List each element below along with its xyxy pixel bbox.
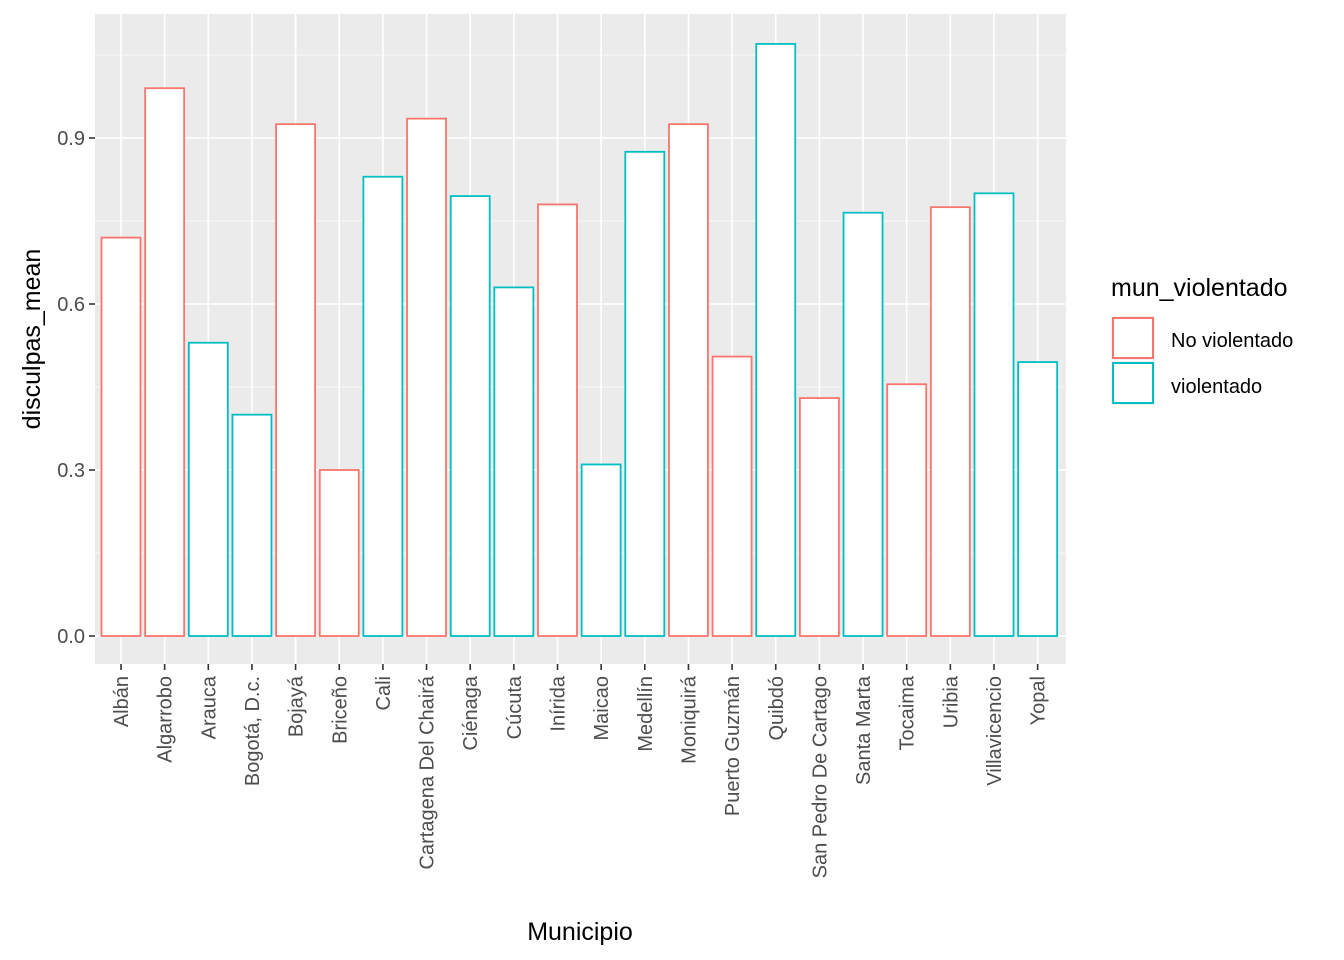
legend: mun_violentado No violentado violentado xyxy=(1111,274,1293,405)
legend-key-0 xyxy=(1112,317,1154,359)
x-tick-label: Puerto Guzmán xyxy=(722,676,744,816)
x-tick-label: Maicao xyxy=(591,676,613,740)
bar-Briceño xyxy=(318,469,360,637)
bar-Medellín xyxy=(624,150,666,637)
y-tick-label: 0.3 xyxy=(57,460,85,482)
y-tick-label: 0.6 xyxy=(57,294,85,316)
bar-Moniquirá xyxy=(668,123,709,637)
bar-San Pedro De Cartago xyxy=(799,397,840,637)
y-axis: 0.0 0.3 0.6 0.9 xyxy=(57,128,95,648)
x-tick-label: Bogotá, D.c. xyxy=(242,676,264,786)
bar-Cali xyxy=(362,175,404,637)
bar-Uribia xyxy=(929,206,971,637)
x-tick-label: Bojayá xyxy=(286,675,308,737)
bar-Cartagena Del Chairá xyxy=(406,117,447,637)
x-tick-label: Cúcuta xyxy=(504,675,526,739)
x-tick-label: San Pedro De Cartago xyxy=(809,676,831,878)
bar-Ciénaga xyxy=(449,195,491,637)
x-tick-label: Yopal xyxy=(1028,676,1050,725)
bar-Inírida xyxy=(537,203,578,637)
y-axis-title: disculpas_mean xyxy=(18,249,46,430)
bar-Maicao xyxy=(580,463,622,637)
bar-Quibdó xyxy=(755,43,797,637)
bar-Santa Marta xyxy=(842,211,884,637)
bar-Bogotá, D.c. xyxy=(231,413,273,637)
x-tick-label: Inírida xyxy=(548,675,570,731)
x-tick-label: Medellín xyxy=(635,676,657,752)
bar-Tocaima xyxy=(886,383,928,637)
legend-label-0: No violentado xyxy=(1171,330,1293,352)
x-tick-label: Santa Marta xyxy=(853,675,875,785)
bar-Bojayá xyxy=(275,123,317,637)
x-tick-label: Algarrobo xyxy=(155,676,177,763)
x-tick-label: Briceño xyxy=(329,676,351,744)
bars xyxy=(100,43,1059,637)
x-tick-label: Quibdó xyxy=(766,676,788,741)
bar-Villavicencio xyxy=(973,192,1015,637)
legend-key-1 xyxy=(1112,362,1154,404)
bar-Cúcuta xyxy=(493,286,535,637)
x-tick-label: Arauca xyxy=(198,675,220,739)
legend-label-1: violentado xyxy=(1171,376,1262,398)
x-tick-label: Ciénaga xyxy=(460,675,482,750)
x-tick-label: Uribia xyxy=(940,675,962,728)
bar-Algarrobo xyxy=(144,87,186,637)
x-tick-label: Cartagena Del Chairá xyxy=(417,675,439,869)
y-tick-label: 0.0 xyxy=(57,626,85,648)
bar-Yopal xyxy=(1017,361,1059,637)
bar-Puerto Guzmán xyxy=(711,355,753,637)
legend-title: mun_violentado xyxy=(1111,274,1288,302)
bar-Arauca xyxy=(187,341,229,637)
bar-Albán xyxy=(100,236,142,637)
x-tick-label: Cali xyxy=(373,676,395,710)
x-tick-label: Albán xyxy=(111,676,133,727)
x-tick-label: Moniquirá xyxy=(678,675,700,764)
x-axis: Albán Algarrobo Arauca Bogotá, D.c. Bojayá Br… xyxy=(111,664,1050,878)
x-tick-label: Villavicencio xyxy=(984,676,1006,786)
x-axis-title: Municipio xyxy=(527,918,633,946)
y-tick-label: 0.9 xyxy=(57,128,85,150)
x-tick-label: Tocaima xyxy=(897,675,919,750)
